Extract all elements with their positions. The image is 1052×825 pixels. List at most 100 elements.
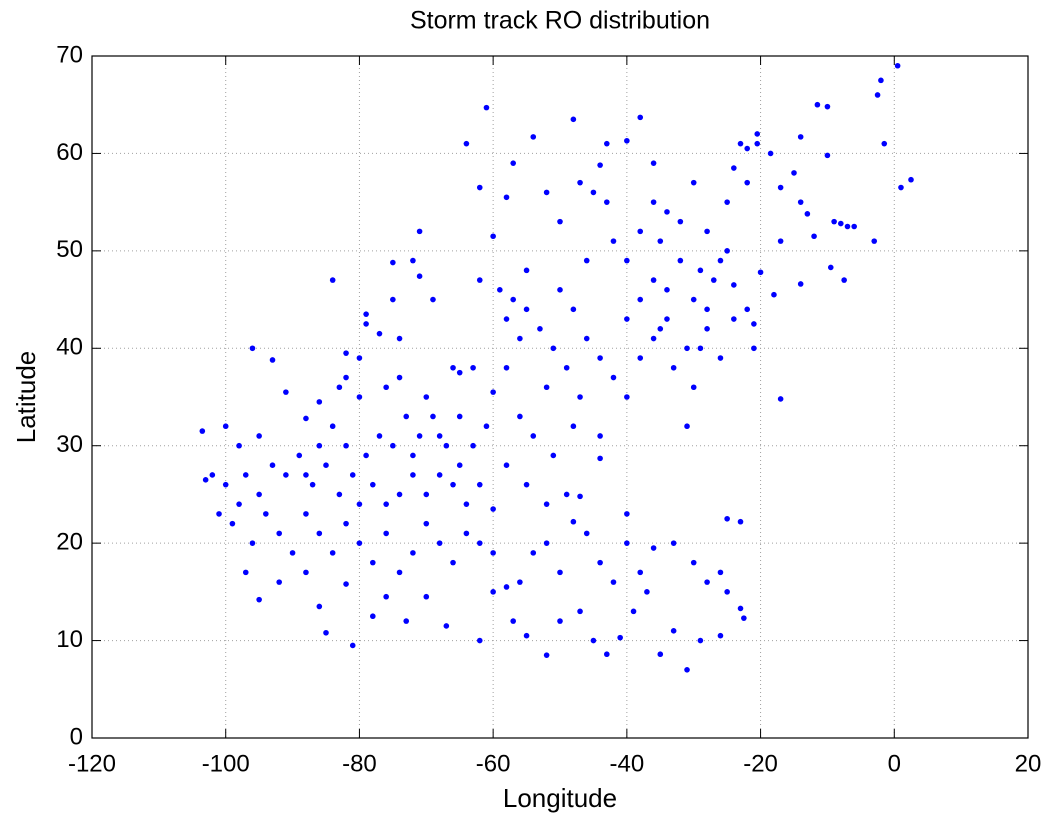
data-point bbox=[543, 189, 550, 196]
data-point bbox=[577, 179, 583, 186]
data-point bbox=[403, 413, 410, 420]
data-point bbox=[751, 345, 757, 352]
data-point bbox=[523, 481, 530, 488]
data-point bbox=[269, 357, 276, 363]
data-point bbox=[336, 384, 343, 391]
data-point bbox=[838, 220, 844, 227]
data-point bbox=[383, 593, 389, 600]
data-point bbox=[827, 264, 834, 271]
data-point bbox=[557, 287, 563, 293]
data-point bbox=[637, 228, 644, 235]
data-point bbox=[563, 364, 570, 371]
data-point bbox=[824, 152, 831, 159]
data-point bbox=[590, 189, 597, 196]
data-point bbox=[704, 579, 710, 585]
data-point bbox=[436, 540, 443, 546]
data-point bbox=[202, 477, 209, 483]
data-point bbox=[363, 321, 369, 327]
data-point bbox=[617, 634, 623, 641]
data-point bbox=[583, 257, 590, 264]
data-point bbox=[610, 238, 617, 244]
data-point bbox=[470, 442, 476, 449]
data-point bbox=[690, 559, 697, 566]
data-point bbox=[510, 618, 516, 624]
data-point bbox=[450, 364, 456, 371]
data-point bbox=[717, 632, 724, 639]
data-point bbox=[751, 321, 757, 327]
data-point bbox=[289, 550, 296, 556]
data-point bbox=[497, 287, 503, 293]
data-point bbox=[664, 287, 670, 293]
data-point bbox=[436, 472, 443, 478]
data-point bbox=[503, 462, 510, 469]
data-point bbox=[744, 145, 750, 152]
data-point bbox=[550, 452, 557, 459]
data-point bbox=[463, 501, 470, 507]
data-point bbox=[343, 581, 349, 587]
data-point bbox=[777, 396, 784, 402]
data-point bbox=[737, 518, 744, 525]
data-point bbox=[717, 569, 724, 576]
data-point bbox=[229, 520, 236, 527]
data-point bbox=[450, 481, 456, 488]
data-point bbox=[657, 651, 664, 658]
data-point bbox=[570, 518, 577, 525]
data-point bbox=[510, 160, 516, 166]
data-point bbox=[791, 170, 797, 176]
data-point bbox=[490, 389, 496, 395]
data-point bbox=[376, 433, 383, 439]
data-point bbox=[476, 481, 483, 488]
data-point bbox=[797, 199, 804, 205]
data-point bbox=[690, 384, 697, 391]
data-point bbox=[343, 350, 349, 356]
data-point bbox=[483, 423, 490, 430]
data-point bbox=[543, 501, 550, 507]
data-point bbox=[476, 184, 483, 191]
data-point bbox=[851, 223, 857, 230]
data-point bbox=[590, 637, 597, 644]
data-point bbox=[383, 501, 389, 507]
data-point bbox=[242, 472, 249, 478]
data-point bbox=[704, 306, 710, 313]
data-point bbox=[490, 589, 496, 595]
data-point bbox=[797, 281, 804, 287]
data-point bbox=[530, 550, 537, 556]
data-point bbox=[403, 618, 410, 624]
chart-title: Storm track RO distribution bbox=[410, 7, 710, 35]
data-point bbox=[741, 615, 747, 621]
data-point bbox=[881, 140, 888, 147]
data-point bbox=[684, 667, 690, 673]
data-point bbox=[804, 211, 811, 217]
y-tick-label: 0 bbox=[70, 723, 83, 750]
data-point bbox=[423, 394, 430, 400]
data-point bbox=[811, 233, 817, 240]
data-point bbox=[199, 428, 206, 434]
data-point bbox=[731, 282, 737, 288]
data-point bbox=[416, 273, 423, 279]
data-point bbox=[737, 605, 744, 612]
data-point bbox=[717, 257, 724, 264]
data-point bbox=[303, 415, 309, 422]
data-point bbox=[396, 569, 403, 576]
data-point bbox=[637, 569, 644, 576]
data-point bbox=[390, 259, 396, 266]
data-point bbox=[510, 296, 516, 303]
data-point bbox=[370, 481, 376, 488]
data-point bbox=[664, 316, 670, 322]
data-point bbox=[523, 306, 530, 313]
data-point bbox=[841, 277, 847, 283]
data-point bbox=[263, 511, 269, 517]
data-point bbox=[356, 355, 363, 361]
data-point bbox=[624, 511, 630, 517]
data-point bbox=[577, 394, 583, 400]
data-point bbox=[657, 326, 664, 332]
data-point bbox=[276, 530, 283, 537]
data-point bbox=[670, 540, 677, 546]
data-point bbox=[731, 316, 737, 322]
y-tick-label: 20 bbox=[56, 528, 83, 555]
x-tick-label: -40 bbox=[610, 750, 645, 777]
data-point bbox=[677, 218, 684, 225]
data-point bbox=[767, 150, 774, 157]
data-point bbox=[724, 199, 730, 205]
